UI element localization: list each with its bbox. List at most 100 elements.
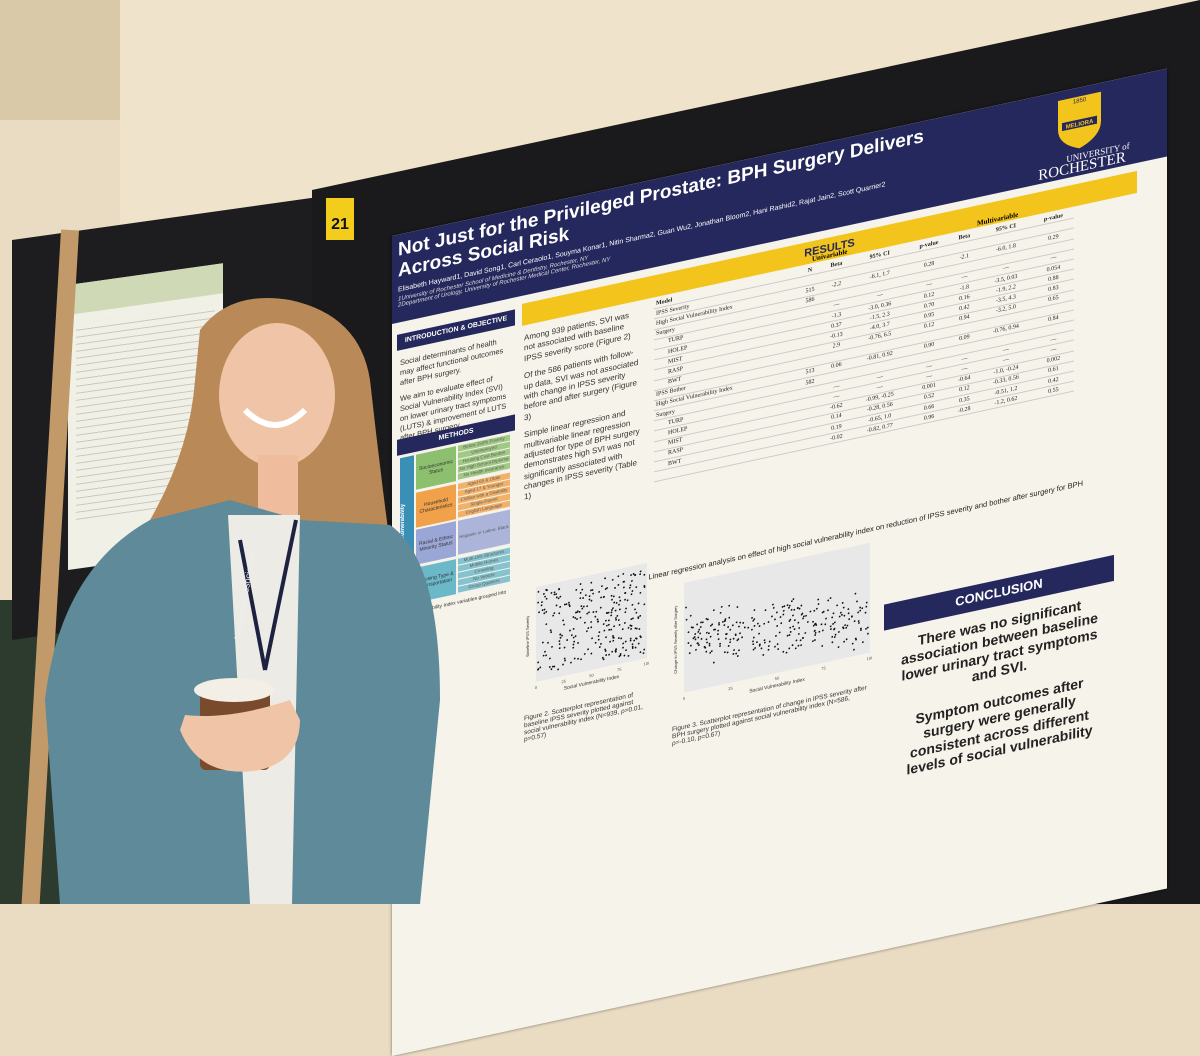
dot bbox=[632, 573, 635, 575]
dot bbox=[576, 618, 578, 620]
dot bbox=[572, 616, 575, 618]
dot bbox=[717, 638, 720, 641]
dot bbox=[725, 637, 727, 640]
cup-lid bbox=[194, 678, 274, 702]
dot bbox=[542, 654, 545, 657]
x-tick-label: 75 bbox=[821, 665, 826, 671]
dot bbox=[577, 657, 579, 660]
dot bbox=[774, 645, 776, 648]
dot bbox=[697, 630, 700, 633]
dot bbox=[694, 633, 697, 635]
dot bbox=[752, 648, 755, 651]
dot bbox=[546, 589, 548, 592]
dot bbox=[792, 614, 794, 617]
dot bbox=[563, 623, 565, 626]
dot bbox=[793, 608, 796, 611]
dot bbox=[562, 619, 565, 622]
dot bbox=[736, 606, 739, 608]
dot bbox=[827, 599, 830, 602]
dot bbox=[767, 645, 770, 648]
dot bbox=[624, 640, 627, 643]
dot bbox=[568, 601, 570, 604]
dot bbox=[842, 626, 844, 629]
dot bbox=[753, 625, 756, 627]
dot bbox=[605, 636, 607, 639]
dot bbox=[631, 647, 634, 650]
dot bbox=[577, 642, 579, 644]
dot bbox=[588, 595, 591, 598]
dot bbox=[563, 603, 566, 606]
dot bbox=[718, 623, 720, 626]
dot bbox=[633, 639, 636, 642]
dot bbox=[586, 612, 589, 615]
dot bbox=[843, 614, 846, 617]
dot bbox=[639, 651, 642, 654]
dot bbox=[604, 588, 607, 590]
dot bbox=[629, 584, 632, 587]
dot bbox=[595, 610, 598, 613]
dot bbox=[607, 623, 610, 626]
dot bbox=[754, 647, 757, 649]
dot bbox=[841, 601, 844, 604]
dot bbox=[637, 642, 640, 645]
dot bbox=[634, 608, 636, 611]
dot bbox=[590, 599, 593, 602]
dot bbox=[631, 643, 634, 646]
dot bbox=[631, 645, 634, 648]
dot bbox=[635, 586, 638, 589]
dot bbox=[605, 611, 608, 614]
dot bbox=[615, 618, 617, 621]
dot bbox=[719, 611, 722, 614]
dot bbox=[829, 625, 832, 628]
dot bbox=[700, 621, 702, 624]
person: Urological Association bbox=[21, 229, 440, 904]
dot bbox=[814, 631, 817, 634]
dot bbox=[548, 657, 551, 660]
dot bbox=[760, 647, 763, 650]
dot bbox=[639, 573, 642, 576]
dot bbox=[797, 621, 800, 624]
dot bbox=[845, 638, 848, 641]
dot bbox=[619, 599, 622, 602]
dot bbox=[798, 607, 801, 610]
dot bbox=[737, 638, 740, 641]
dot bbox=[591, 637, 593, 640]
dot bbox=[815, 607, 818, 610]
dot bbox=[729, 641, 732, 644]
dot bbox=[579, 591, 582, 594]
dot bbox=[821, 645, 824, 647]
dot bbox=[597, 635, 600, 638]
dot bbox=[551, 665, 554, 668]
dot bbox=[853, 620, 856, 623]
dot bbox=[788, 606, 790, 609]
dot bbox=[865, 627, 867, 630]
dot bbox=[841, 613, 843, 616]
dot bbox=[728, 604, 731, 607]
dot bbox=[610, 628, 613, 631]
dot bbox=[815, 624, 818, 626]
dot bbox=[579, 583, 582, 585]
dot bbox=[782, 613, 785, 616]
dot bbox=[580, 605, 583, 608]
dot bbox=[579, 597, 582, 600]
dot bbox=[776, 625, 779, 627]
dot bbox=[611, 650, 614, 653]
dot bbox=[623, 622, 626, 624]
dot bbox=[559, 595, 562, 598]
dot bbox=[623, 654, 626, 657]
dot bbox=[726, 651, 729, 654]
dot bbox=[545, 611, 548, 613]
dot bbox=[727, 626, 730, 628]
dot bbox=[545, 654, 547, 657]
poster-tube bbox=[21, 229, 79, 904]
dot bbox=[712, 609, 715, 612]
dot bbox=[790, 600, 793, 603]
dot bbox=[555, 604, 558, 607]
dot bbox=[596, 618, 599, 621]
dot bbox=[541, 609, 544, 612]
dot bbox=[643, 584, 646, 587]
dot bbox=[610, 614, 613, 617]
dot bbox=[833, 636, 836, 638]
dot bbox=[601, 656, 604, 659]
dot bbox=[604, 619, 607, 622]
